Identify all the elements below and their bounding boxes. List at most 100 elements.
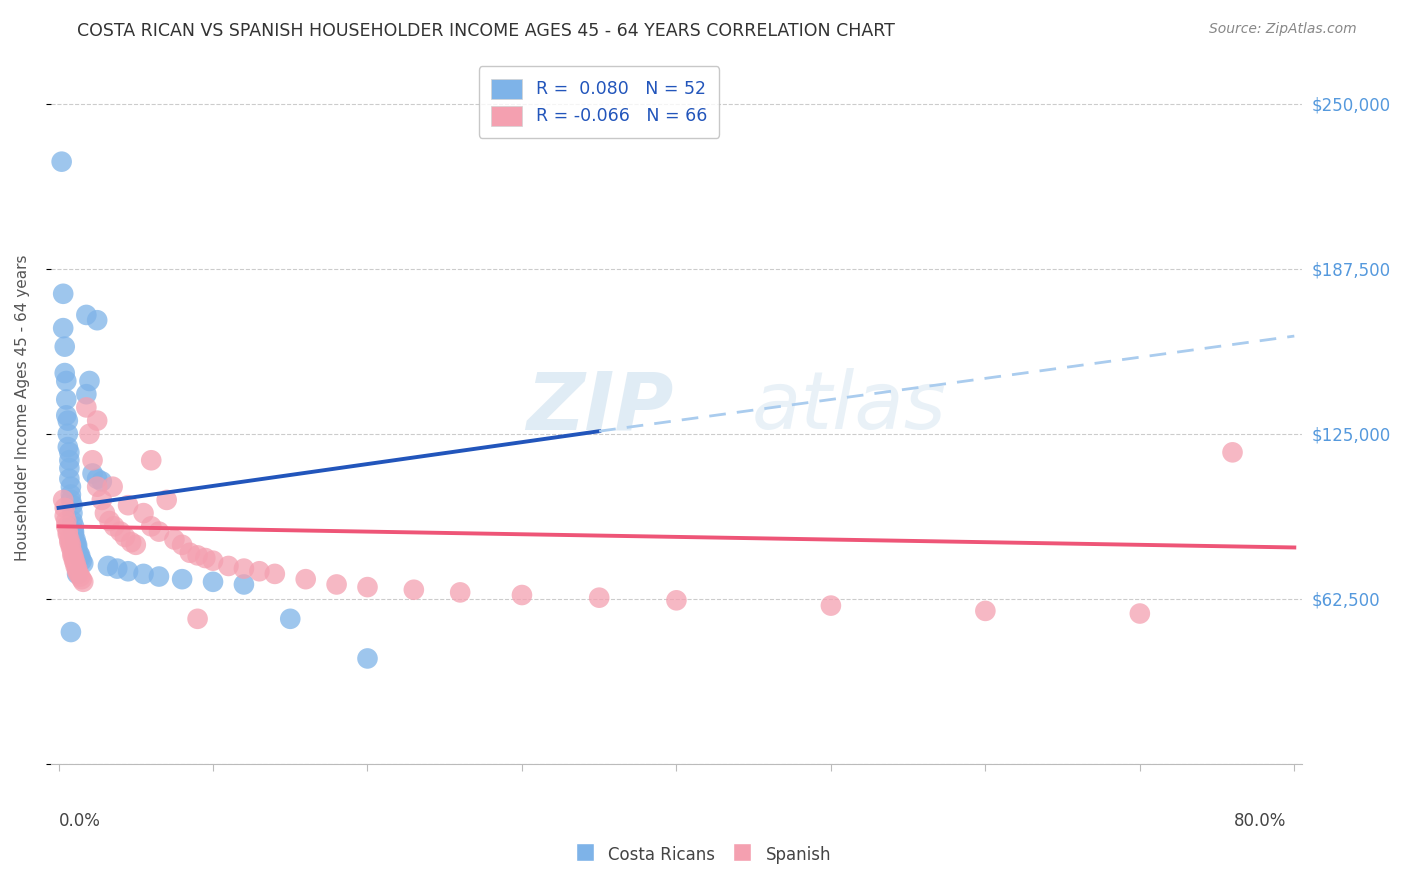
Point [56, 524, 79, 539]
Point [63, 524, 86, 539]
Point [56, 414, 79, 428]
Point [974, 604, 997, 618]
Point [72, 557, 94, 571]
Point [82, 453, 104, 467]
Point [58, 533, 80, 547]
Point [141, 519, 163, 533]
Point [65, 558, 87, 573]
Point [356, 651, 378, 665]
Point [202, 574, 225, 589]
Point [65, 533, 87, 547]
Point [163, 533, 186, 547]
Point [59, 492, 82, 507]
Point [58, 472, 80, 486]
Point [55, 519, 77, 533]
Point [125, 538, 148, 552]
Point [1129, 607, 1152, 621]
Point [117, 498, 139, 512]
Point [179, 546, 201, 560]
Point [63, 554, 86, 568]
Point [53, 500, 76, 515]
Point [66, 538, 89, 552]
Point [1222, 445, 1244, 459]
Point [86, 472, 108, 486]
Point [103, 519, 125, 533]
Text: atlas: atlas [751, 368, 946, 446]
Point [59, 480, 82, 494]
Point [75, 387, 97, 401]
Legend: R =  0.080   N = 52, R = -0.066   N = 66: R = 0.080 N = 52, R = -0.066 N = 66 [478, 67, 720, 138]
Point [75, 308, 97, 322]
Point [66, 561, 89, 575]
Point [59, 625, 82, 640]
Point [156, 492, 179, 507]
Point [86, 480, 108, 494]
Point [117, 564, 139, 578]
Point [86, 313, 108, 327]
Point [110, 524, 132, 539]
Point [62, 546, 84, 560]
Point [56, 440, 79, 454]
Point [194, 551, 217, 566]
Point [62, 514, 84, 528]
Point [90, 492, 112, 507]
Point [69, 549, 91, 563]
Text: 80.0%: 80.0% [1234, 812, 1286, 830]
Point [187, 549, 209, 563]
Point [65, 535, 87, 549]
Point [86, 414, 108, 428]
Point [510, 588, 533, 602]
Point [79, 374, 101, 388]
Point [94, 506, 117, 520]
Point [52, 286, 75, 301]
Point [53, 366, 76, 380]
Point [141, 453, 163, 467]
Point [82, 467, 104, 481]
Text: Source: ZipAtlas.com: Source: ZipAtlas.com [1209, 22, 1357, 37]
Point [67, 546, 90, 560]
Point [63, 519, 86, 533]
Point [55, 409, 77, 423]
Point [51, 154, 73, 169]
Point [58, 445, 80, 459]
Legend: Costa Ricans, Spanish: Costa Ricans, Spanish [567, 836, 839, 872]
Point [588, 591, 610, 605]
Point [75, 401, 97, 415]
Point [105, 561, 128, 575]
Point [69, 551, 91, 566]
Point [172, 538, 194, 552]
Point [294, 572, 316, 586]
Point [55, 514, 77, 528]
Point [132, 566, 155, 581]
Point [66, 566, 89, 581]
Point [217, 558, 239, 573]
Point [69, 569, 91, 583]
Point [65, 557, 87, 571]
Point [52, 492, 75, 507]
Point [52, 321, 75, 335]
Point [202, 554, 225, 568]
Text: 0.0%: 0.0% [59, 812, 100, 830]
Point [232, 577, 254, 591]
Point [247, 564, 270, 578]
Point [56, 527, 79, 541]
Point [114, 530, 136, 544]
Point [79, 426, 101, 441]
Point [72, 574, 94, 589]
Point [97, 558, 120, 573]
Point [53, 340, 76, 354]
Y-axis label: Householder Income Ages 45 - 64 years: Householder Income Ages 45 - 64 years [15, 254, 30, 561]
Point [148, 524, 170, 539]
Point [356, 580, 378, 594]
Point [70, 554, 93, 568]
Point [187, 612, 209, 626]
Point [148, 569, 170, 583]
Point [58, 535, 80, 549]
Point [120, 535, 142, 549]
Point [132, 506, 155, 520]
Point [56, 426, 79, 441]
Point [63, 551, 86, 566]
Point [59, 538, 82, 552]
Point [90, 475, 112, 489]
Point [55, 374, 77, 388]
